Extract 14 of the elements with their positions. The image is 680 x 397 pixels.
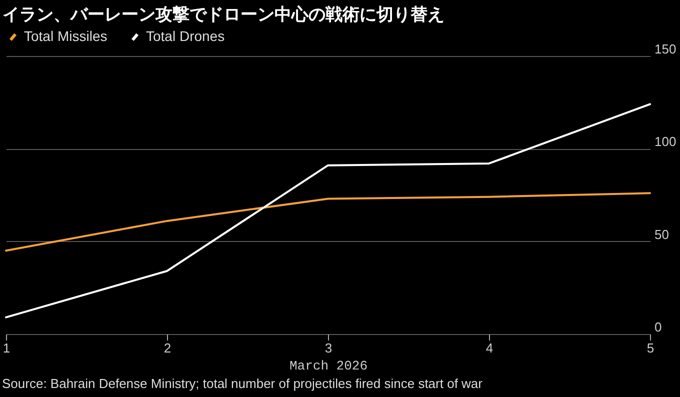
y-tick-label: 150 [654,42,676,56]
chart-title: イラン、バーレーン攻撃でドローン中心の戦術に切り替え [2,5,444,24]
y-tick-label: 100 [654,134,676,150]
x-axis-title: March 2026 [289,358,368,374]
x-tick-label: 5 [646,340,654,356]
x-tick-label: 4 [486,340,494,356]
y-tick-label: 50 [654,226,669,242]
y-tick-label: 0 [654,320,662,334]
x-tick-label: 2 [164,340,172,356]
legend-label: Total Drones [146,28,225,44]
source-note: Source: Bahrain Defense Ministry; total number of projectiles fired since start of war [2,375,484,393]
x-tick-label: 3 [324,340,332,356]
x-tick-label: 1 [2,340,10,356]
legend-label: Total Missiles [24,28,108,44]
